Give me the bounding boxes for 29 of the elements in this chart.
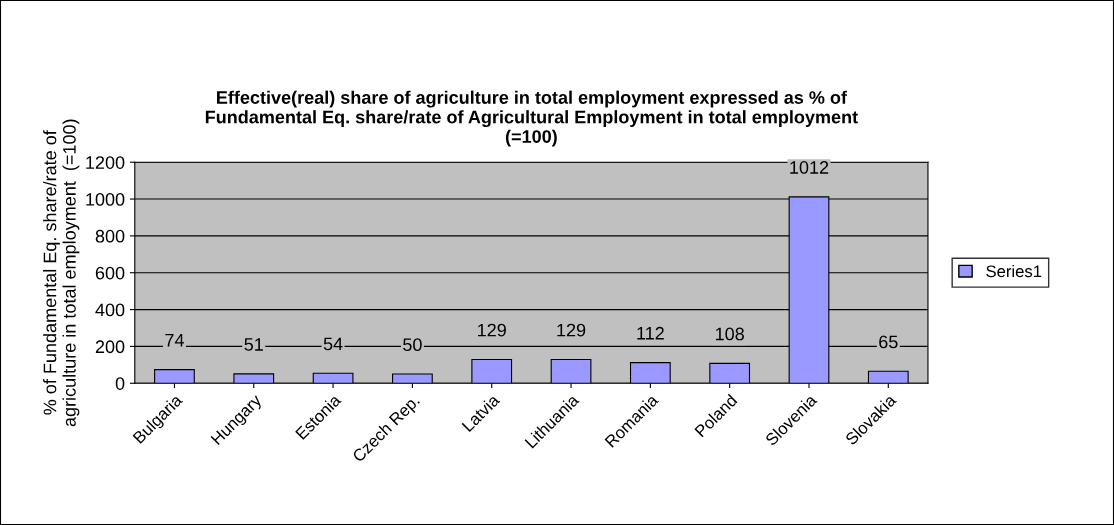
data-label: 50 bbox=[403, 338, 422, 352]
data-label: 129 bbox=[557, 323, 586, 337]
data-label: 1012 bbox=[790, 161, 829, 174]
y-tick-label: 200 bbox=[95, 340, 125, 354]
bar bbox=[629, 362, 671, 384]
y-tick-label: 1000 bbox=[86, 193, 125, 206]
bar bbox=[233, 373, 275, 384]
data-label: 54 bbox=[323, 337, 343, 351]
data-label: 65 bbox=[879, 335, 898, 349]
chart-title: Effective(real) share of agriculture in total employment expressed as % of Fundamental Eq. share/rate of Agricultural Employment in total employment (=100) bbox=[205, 90, 858, 147]
data-label: 74 bbox=[165, 334, 184, 347]
y-tick-label: 1200 bbox=[86, 156, 125, 169]
y-axis-title: % of Fundamental Eq. share/rate of agriculture in total employment (=100) bbox=[43, 119, 80, 427]
y-tick-label: 600 bbox=[95, 266, 125, 280]
data-label: 129 bbox=[478, 323, 506, 337]
y-tick-label: 0 bbox=[115, 377, 125, 390]
bar bbox=[550, 358, 592, 384]
y-tick-label: 800 bbox=[95, 229, 125, 243]
bar bbox=[392, 373, 433, 384]
legend-label: Series1 bbox=[986, 264, 1042, 278]
data-label: 51 bbox=[244, 338, 263, 351]
bar bbox=[154, 369, 195, 384]
bar bbox=[312, 372, 354, 384]
data-label: 112 bbox=[637, 326, 664, 340]
data-label: 108 bbox=[715, 327, 744, 341]
bar bbox=[471, 358, 513, 384]
y-tick-label: 400 bbox=[95, 303, 125, 317]
bar bbox=[867, 370, 909, 384]
bar bbox=[709, 362, 751, 384]
